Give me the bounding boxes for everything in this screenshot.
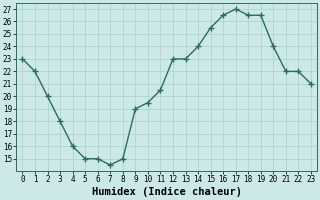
X-axis label: Humidex (Indice chaleur): Humidex (Indice chaleur) [92, 187, 242, 197]
